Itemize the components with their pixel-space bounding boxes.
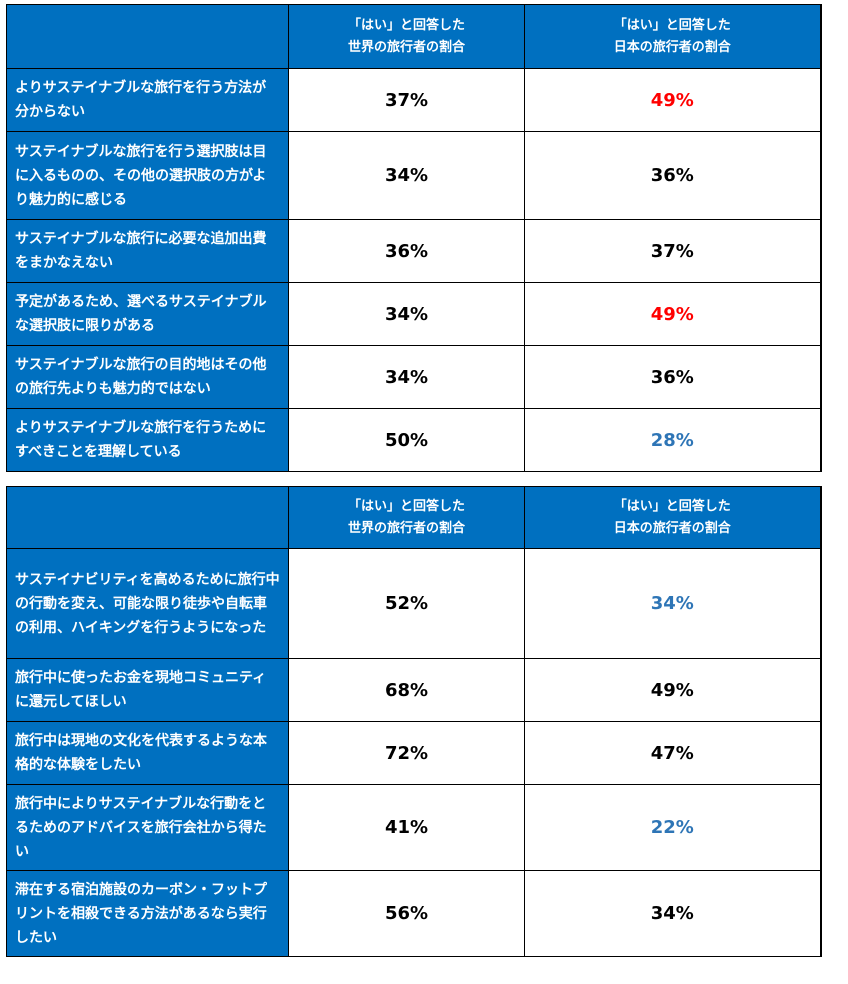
header-world-line2: 世界の旅行者の割合 [347,520,465,536]
world-value: 34% [288,131,525,220]
world-value: 34% [288,282,525,346]
question-cell: サステイナブルな旅行の目的地はその他の旅行先よりも魅力的ではない [6,345,289,409]
question-cell: サステイナビリティを高めるために旅行中の行動を変え、可能な限り徒歩や自転車の利用… [6,548,289,659]
header-blank-cell [6,486,289,549]
table-row: 旅行中に使ったお金を現地コミュニティに還元してほしい 68% 49% [6,658,822,722]
world-value: 41% [288,784,525,871]
world-value: 36% [288,219,525,283]
survey-table-2: 「はい」と回答した 世界の旅行者の割合 「はい」と回答した 日本の旅行者の割合 … [6,486,822,957]
question-cell: サステイナブルな旅行を行う選択肢は目に入るものの、その他の選択肢の方がより魅力的… [6,131,289,220]
table-row: 滞在する宿泊施設のカーボン・フットプリントを相殺できる方法があるなら実行したい … [6,870,822,957]
question-cell: 旅行中に使ったお金を現地コミュニティに還元してほしい [6,658,289,722]
japan-value: 28% [524,408,822,472]
table-row: サステイナビリティを高めるために旅行中の行動を変え、可能な限り徒歩や自転車の利用… [6,548,822,659]
world-value: 72% [288,721,525,785]
table-row: 予定があるため、選べるサステイナブルな選択肢に限りがある 34% 49% [6,282,822,346]
japan-value: 34% [524,870,822,957]
question-cell: 予定があるため、選べるサステイナブルな選択肢に限りがある [6,282,289,346]
header-world-cell: 「はい」と回答した 世界の旅行者の割合 [288,4,525,69]
table-row: 旅行中によりサステイナブルな行動をとるためのアドバイスを旅行会社から得たい 41… [6,784,822,871]
world-value: 34% [288,345,525,409]
japan-value: 36% [524,131,822,220]
japan-value: 36% [524,345,822,409]
header-world-line2: 世界の旅行者の割合 [347,39,465,55]
header-japan-line2: 日本の旅行者の割合 [613,39,731,55]
japan-value: 22% [524,784,822,871]
table-row: サステイナブルな旅行に必要な追加出費をまかなえない 36% 37% [6,219,822,283]
world-value: 52% [288,548,525,659]
japan-value: 49% [524,658,822,722]
table-row: サステイナブルな旅行の目的地はその他の旅行先よりも魅力的ではない 34% 36% [6,345,822,409]
header-blank-cell [6,4,289,69]
question-cell: 滞在する宿泊施設のカーボン・フットプリントを相殺できる方法があるなら実行したい [6,870,289,957]
table-row: 旅行中は現地の文化を代表するような本格的な体験をしたい 72% 47% [6,721,822,785]
japan-value: 49% [524,282,822,346]
header-world-line1: 「はい」と回答した [347,498,465,514]
japan-value: 49% [524,68,822,132]
header-japan-line1: 「はい」と回答した [613,498,731,514]
question-cell: よりサステイナブルな旅行を行うためにすべきことを理解している [6,408,289,472]
header-japan-cell: 「はい」と回答した 日本の旅行者の割合 [524,486,822,549]
table-row: よりサステイナブルな旅行を行うためにすべきことを理解している 50% 28% [6,408,822,472]
world-value: 50% [288,408,525,472]
question-cell: 旅行中は現地の文化を代表するような本格的な体験をしたい [6,721,289,785]
table-header-row: 「はい」と回答した 世界の旅行者の割合 「はい」と回答した 日本の旅行者の割合 [6,486,822,549]
header-world-cell: 「はい」と回答した 世界の旅行者の割合 [288,486,525,549]
world-value: 56% [288,870,525,957]
question-cell: サステイナブルな旅行に必要な追加出費をまかなえない [6,219,289,283]
table-row: よりサステイナブルな旅行を行う方法が分からない 37% 49% [6,68,822,132]
question-cell: 旅行中によりサステイナブルな行動をとるためのアドバイスを旅行会社から得たい [6,784,289,871]
header-japan-line2: 日本の旅行者の割合 [613,520,731,536]
header-japan-line1: 「はい」と回答した [613,17,731,33]
world-value: 37% [288,68,525,132]
japan-value: 37% [524,219,822,283]
japan-value: 34% [524,548,822,659]
header-world-line1: 「はい」と回答した [347,17,465,33]
japan-value: 47% [524,721,822,785]
table-header-row: 「はい」と回答した 世界の旅行者の割合 「はい」と回答した 日本の旅行者の割合 [6,4,822,69]
question-cell: よりサステイナブルな旅行を行う方法が分からない [6,68,289,132]
header-japan-cell: 「はい」と回答した 日本の旅行者の割合 [524,4,822,69]
world-value: 68% [288,658,525,722]
table-row: サステイナブルな旅行を行う選択肢は目に入るものの、その他の選択肢の方がより魅力的… [6,131,822,220]
survey-table-1: 「はい」と回答した 世界の旅行者の割合 「はい」と回答した 日本の旅行者の割合 … [6,4,822,472]
